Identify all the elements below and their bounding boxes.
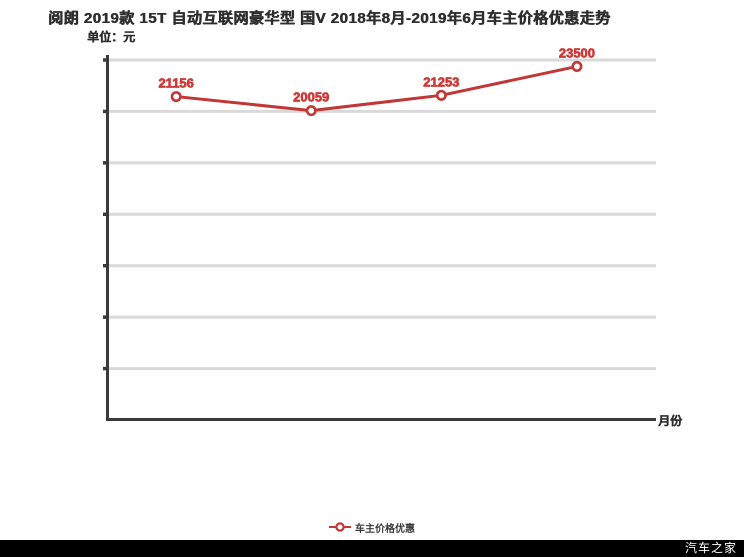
point-label: 20059 bbox=[293, 90, 329, 105]
data-point bbox=[305, 105, 317, 117]
point-label: 21156 bbox=[158, 76, 193, 91]
brand-bar: 汽车之家 bbox=[0, 540, 744, 557]
brand-logo-text: 汽车之家 bbox=[684, 541, 737, 555]
line-chart-canvas: 21156 20059 21253 23500 bbox=[103, 45, 656, 421]
series-line bbox=[174, 64, 579, 113]
x-axis-label: 月份 bbox=[658, 414, 683, 428]
legend-series-label: 车主价格优惠 bbox=[355, 523, 415, 535]
data-point bbox=[435, 89, 447, 101]
y-axis-unit-label: 单位：元 bbox=[87, 30, 136, 44]
chart-title: 阅朗 2019款 15T 自动互联网豪华型 国V 2018年8月-2019年6月… bbox=[48, 10, 611, 27]
data-point bbox=[170, 91, 182, 103]
data-point bbox=[571, 60, 583, 72]
point-label: 21253 bbox=[423, 74, 459, 89]
point-label: 23500 bbox=[559, 45, 595, 60]
legend: 车主价格优惠 bbox=[0, 519, 744, 535]
line-series-marker-icon bbox=[329, 522, 351, 532]
